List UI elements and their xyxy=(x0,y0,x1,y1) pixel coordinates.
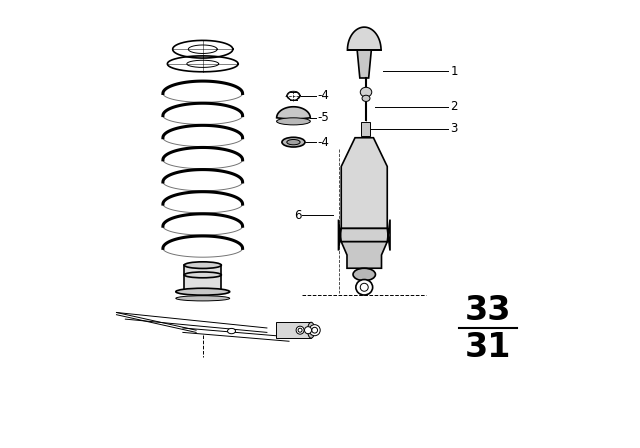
Text: -5: -5 xyxy=(318,111,330,124)
Text: -4: -4 xyxy=(318,136,330,149)
Ellipse shape xyxy=(305,327,312,334)
Ellipse shape xyxy=(282,137,305,147)
Polygon shape xyxy=(361,122,370,135)
Polygon shape xyxy=(341,242,387,268)
Ellipse shape xyxy=(353,268,376,280)
Polygon shape xyxy=(276,107,310,121)
Polygon shape xyxy=(348,27,381,50)
Text: 31: 31 xyxy=(465,332,511,364)
Ellipse shape xyxy=(276,118,310,125)
Ellipse shape xyxy=(298,328,302,332)
Ellipse shape xyxy=(360,87,372,97)
Ellipse shape xyxy=(176,296,230,301)
Ellipse shape xyxy=(184,262,221,268)
Text: -4: -4 xyxy=(318,89,330,102)
Ellipse shape xyxy=(362,95,370,101)
Ellipse shape xyxy=(176,288,230,295)
Ellipse shape xyxy=(184,272,221,278)
Polygon shape xyxy=(276,322,311,338)
Polygon shape xyxy=(339,220,390,250)
Ellipse shape xyxy=(296,326,304,334)
Ellipse shape xyxy=(228,328,236,334)
Ellipse shape xyxy=(360,283,368,291)
Ellipse shape xyxy=(309,325,320,336)
Text: 2: 2 xyxy=(451,100,458,113)
Text: 3: 3 xyxy=(451,122,458,135)
Ellipse shape xyxy=(287,139,300,145)
Text: 1: 1 xyxy=(451,65,458,78)
Ellipse shape xyxy=(356,280,372,295)
Ellipse shape xyxy=(308,322,315,338)
Text: 33: 33 xyxy=(465,294,511,327)
Polygon shape xyxy=(341,138,387,228)
Polygon shape xyxy=(184,265,221,292)
Text: 6: 6 xyxy=(294,209,301,222)
Polygon shape xyxy=(357,50,371,78)
Ellipse shape xyxy=(312,327,317,333)
